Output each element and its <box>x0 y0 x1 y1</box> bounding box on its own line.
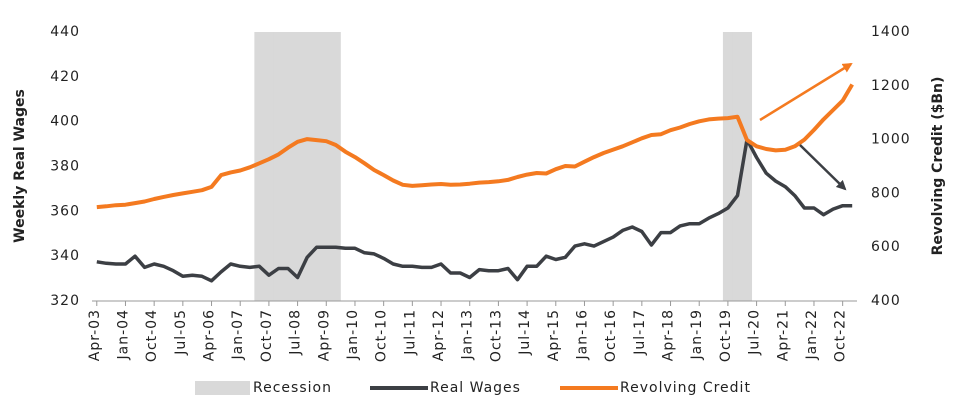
arrow <box>759 62 853 122</box>
x-tick-label: Jul-05 <box>173 309 189 356</box>
x-tick-label: Apr-09 <box>316 309 332 361</box>
legend-swatch <box>195 381 250 395</box>
recession-band <box>311 32 322 301</box>
x-tick-label: Jul-20 <box>747 309 763 356</box>
legend-label: Revolving Credit <box>620 380 751 396</box>
recession-band <box>273 32 284 301</box>
recession-band <box>254 32 265 301</box>
x-tick-label: Oct-13 <box>488 309 504 362</box>
y2-axis-title: Revolving Credit ($Bn) <box>930 77 946 256</box>
x-tick-label: Apr-03 <box>87 309 103 361</box>
y2-tick-label: 1000 <box>871 132 911 148</box>
x-tick-label: Jan-22 <box>804 309 820 360</box>
y2-tick-label: 600 <box>871 239 901 255</box>
recession-band <box>330 32 341 301</box>
x-tick-label: Oct-22 <box>833 309 849 362</box>
x-tick-label: Apr-21 <box>775 309 791 361</box>
recession-band <box>742 32 753 301</box>
legend-label: Recession <box>253 380 332 396</box>
recession-band <box>302 32 313 301</box>
x-tick-label: Jan-13 <box>460 309 476 360</box>
x-tick-label: Oct-04 <box>144 309 160 362</box>
legend-label: Real Wages <box>430 380 521 396</box>
recession-band <box>292 32 303 301</box>
y2-tick-label: 1200 <box>871 78 911 94</box>
series-line <box>96 137 853 283</box>
x-tick-label: Oct-07 <box>259 309 275 362</box>
recession-band <box>263 32 274 301</box>
x-tick-label: Jan-10 <box>345 309 361 360</box>
recession-band <box>732 32 743 301</box>
y-tick-label: 340 <box>50 248 80 264</box>
x-tick-label: Jul-17 <box>632 309 648 356</box>
x-tick-label: Jan-04 <box>115 309 131 360</box>
x-tick-label: Apr-06 <box>202 309 218 361</box>
x-tick-label: Apr-15 <box>546 309 562 361</box>
arrow <box>799 144 847 191</box>
bands <box>254 32 753 301</box>
recession-band <box>722 32 733 301</box>
y-tick-label: 400 <box>50 114 80 130</box>
y2-tick-label: 1400 <box>871 24 911 40</box>
y-tick-label: 420 <box>50 69 80 85</box>
x-tick-label: Jan-19 <box>689 309 705 360</box>
y-tick-label: 360 <box>50 203 80 219</box>
x-tick-label: Jan-16 <box>574 309 590 360</box>
x-tick-label: Jul-11 <box>402 309 418 356</box>
x-tick-label: Apr-12 <box>431 309 447 361</box>
x-tick-label: Jul-14 <box>517 309 533 356</box>
x-tick-label: Apr-18 <box>661 309 677 361</box>
y2-tick-label: 800 <box>871 185 901 201</box>
y-tick-label: 320 <box>50 293 80 309</box>
y-tick-label: 380 <box>50 159 80 175</box>
recession-band <box>283 32 294 301</box>
x-tick-label: Jul-08 <box>288 309 304 356</box>
y-tick-label: 440 <box>50 24 80 40</box>
x-tick-label: Jan-07 <box>230 309 246 360</box>
x-tick-label: Oct-10 <box>374 309 390 362</box>
x-tick-label: Oct-16 <box>603 309 619 362</box>
y2-tick-label: 400 <box>871 293 901 309</box>
recession-band <box>321 32 332 301</box>
series-line <box>96 83 854 210</box>
x-tick-label: Oct-19 <box>718 309 734 362</box>
y-axis-title: Weekly Real Wages <box>12 89 28 243</box>
